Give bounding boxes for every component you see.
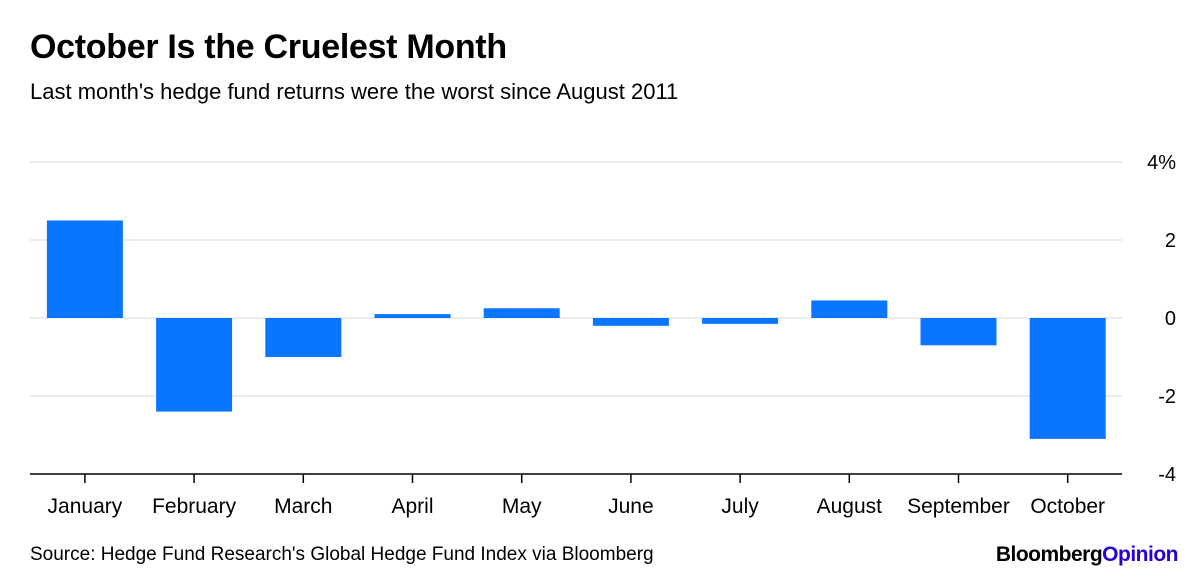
x-tick-label: July [721, 495, 759, 518]
x-tick-label: September [907, 495, 1010, 518]
bar-july [702, 318, 779, 324]
x-tick-label: January [48, 495, 123, 518]
bar-june [592, 318, 669, 326]
source-note: Source: Hedge Fund Research's Global Hed… [30, 544, 654, 565]
bar-february [156, 318, 233, 412]
x-tick-label: February [152, 495, 237, 518]
brand-part-2: Opinion [1102, 543, 1178, 566]
bar-march [265, 318, 342, 357]
x-tick-label: August [817, 495, 883, 518]
bar-january [46, 220, 123, 318]
y-tick-label: -4 [1158, 464, 1176, 486]
y-tick-label: 0 [1165, 308, 1176, 330]
bar-april [374, 314, 451, 318]
y-tick-label: 2 [1165, 230, 1176, 252]
x-tick-label: May [502, 495, 542, 518]
y-tick-label: 4% [1147, 152, 1176, 174]
chart-title: October Is the Cruelest Month [30, 28, 507, 66]
brand-logo: BloombergOpinion [995, 543, 1179, 567]
chart-subtitle: Last month's hedge fund returns were the… [30, 79, 679, 104]
bar-august [811, 300, 888, 318]
bar-september [920, 318, 997, 346]
bar-may [483, 308, 560, 318]
x-tick-label: April [391, 495, 433, 518]
brand-part-1: Bloomberg [995, 543, 1103, 566]
x-tick-label: March [274, 495, 332, 518]
y-tick-label: -2 [1158, 386, 1176, 408]
x-tick-label: October [1030, 495, 1105, 518]
x-tick-label: June [608, 495, 654, 518]
bar-october [1029, 318, 1106, 439]
